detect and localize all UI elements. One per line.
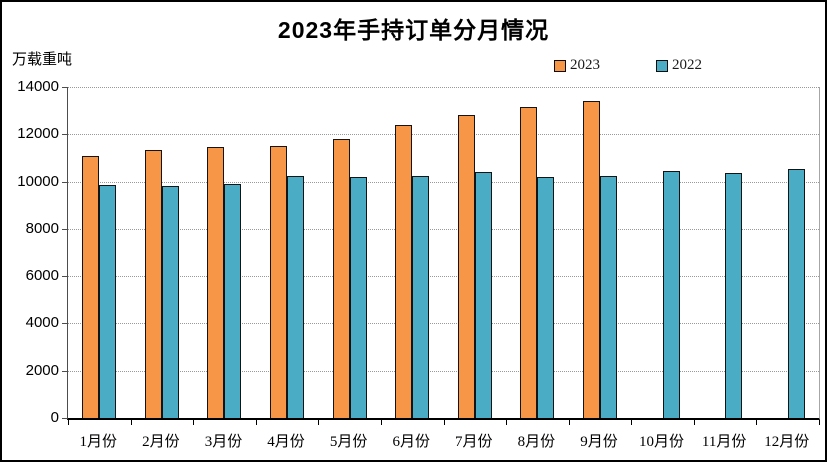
y-tick-label-4000: 4000 [25,314,59,332]
y-tick-mark-10000 [62,181,68,183]
y-tick-label-6000: 6000 [25,267,59,285]
x-label-10月份: 10月份 [639,434,685,450]
legend-item-2023: 2023 [554,57,600,74]
x-tick-mark-9 [631,420,633,425]
y-axis-unit-label: 万载重吨 [12,52,73,68]
gridline-2000 [68,370,819,372]
x-tick-mark-4 [318,420,320,425]
x-label-3月份: 3月份 [204,434,243,450]
x-label-4月份: 4月份 [267,434,305,450]
bar-2022-7月份 [474,172,492,418]
bar-2023-7月份 [457,115,475,418]
bar-2023-8月份 [520,107,538,418]
chart-legend: 2023 2022 [554,57,702,74]
x-label-5月份: 5月份 [329,434,368,450]
legend-label-2023: 2023 [570,57,600,73]
y-tick-mark-0 [62,418,68,419]
legend-label-2022: 2022 [672,57,702,73]
bar-2022-11月份 [725,173,743,418]
bar-2022-3月份 [224,183,242,418]
legend-item-2022: 2022 [656,57,702,74]
x-tick-mark-0 [68,420,69,425]
gridline-6000 [68,276,819,278]
gridline-8000 [68,228,819,230]
bar-2022-4月份 [287,175,305,418]
y-tick-mark-4000 [62,323,68,325]
bar-2023-1月份 [82,155,100,418]
gridline-12000 [68,134,819,136]
plot-area [62,87,820,425]
chart-title: 2023年手持订单分月情况 [277,17,550,43]
x-tick-mark-7 [506,420,508,425]
gridline-14000 [68,87,819,88]
bar-2022-5月份 [349,176,367,418]
x-label-8月份: 8月份 [517,434,556,450]
x-label-11月份: 11月份 [701,434,747,450]
x-tick-mark-2 [193,420,195,425]
legend-swatch-2023 [554,59,566,72]
x-tick-mark-3 [255,420,257,425]
bar-2023-9月份 [582,101,600,418]
bar-2023-5月份 [332,139,350,418]
x-label-7月份: 7月份 [455,434,493,450]
bar-2022-12月份 [787,168,805,418]
x-label-1月份: 1月份 [79,434,118,450]
y-tick-mark-12000 [62,134,68,136]
y-tick-mark-8000 [62,228,68,230]
y-tick-mark-6000 [62,276,68,278]
x-label-12月份: 12月份 [764,434,810,450]
bar-2023-4月份 [270,146,288,418]
y-tick-label-0: 0 [50,409,59,426]
y-tick-label-12000: 12000 [17,125,59,143]
bar-2023-6月份 [395,124,413,418]
x-label-9月份: 9月份 [580,434,618,450]
y-tick-mark-14000 [62,87,68,88]
x-tick-mark-11 [756,420,758,425]
x-tick-mark-12 [819,420,820,425]
bar-2022-6月份 [412,175,430,418]
y-tick-label-8000: 8000 [25,219,59,237]
bar-2022-2月份 [161,186,179,418]
y-tick-label-10000: 10000 [17,172,59,190]
x-tick-mark-5 [380,420,382,425]
gridline-4000 [68,323,819,325]
x-tick-mark-10 [693,420,695,425]
bar-2022-9月份 [599,175,617,418]
bar-2023-3月份 [207,147,225,418]
x-label-2月份: 2月份 [142,434,180,450]
gridline-10000 [68,181,819,183]
bar-2022-1月份 [99,185,117,418]
legend-swatch-2022 [656,59,668,72]
bar-2022-10月份 [662,170,680,418]
x-tick-mark-6 [443,420,445,425]
y-tick-label-2000: 2000 [25,361,59,379]
bar-2023-2月份 [144,149,162,418]
bar-2022-8月份 [537,176,555,418]
y-tick-label-14000: 14000 [17,78,59,95]
x-tick-mark-8 [568,420,570,425]
y-tick-mark-2000 [62,370,68,372]
x-label-6月份: 6月份 [392,434,430,450]
x-tick-mark-1 [130,420,132,425]
